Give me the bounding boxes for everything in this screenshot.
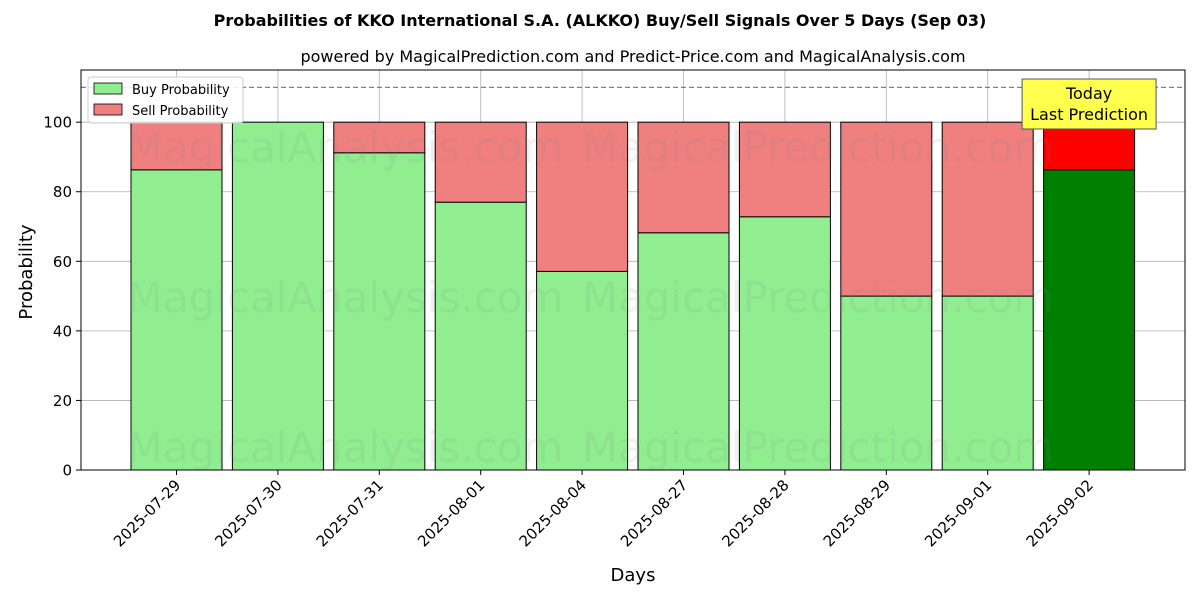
x-tick-label: 2025-08-28 xyxy=(718,476,792,550)
annotation-today: Today xyxy=(1065,84,1112,103)
y-tick-label: 40 xyxy=(53,322,72,340)
buy-bar xyxy=(333,152,426,471)
x-tick-label: 2025-07-29 xyxy=(110,476,184,550)
y-axis-label: Probability xyxy=(16,224,37,319)
legend: Buy Probability Sell Probability xyxy=(87,76,244,124)
annotation-last-prediction: Last Prediction xyxy=(1030,105,1148,124)
x-tick-label: 2025-09-02 xyxy=(1023,476,1097,550)
watermark-text: MagicalAnalysis.com xyxy=(127,123,564,172)
x-tick-label: 2025-08-01 xyxy=(414,476,488,550)
x-axis: 2025-07-29 2025-07-30 2025-07-31 2025-08-01… xyxy=(110,470,1097,550)
sell-bar xyxy=(333,121,426,154)
buy-bar xyxy=(637,232,730,471)
x-tick-label: 2025-08-04 xyxy=(516,476,590,550)
legend-buy-swatch xyxy=(93,82,123,95)
legend-box xyxy=(87,76,244,124)
today-annotation: Today Last Prediction xyxy=(1021,78,1157,130)
sell-bar xyxy=(840,121,933,297)
x-tick-label: 2025-09-01 xyxy=(921,476,995,550)
legend-buy-label: Buy Probability xyxy=(132,83,230,98)
sell-bar xyxy=(536,121,629,272)
sell-bar xyxy=(434,121,527,203)
y-tick-label: 80 xyxy=(53,183,72,201)
watermark-text: MagicalPrediction.com xyxy=(582,423,1055,472)
chart-title: Probabilities of KKO International S.A. … xyxy=(214,11,987,30)
y-axis: 0 20 40 60 80 100 xyxy=(43,114,81,480)
y-tick-label: 0 xyxy=(62,462,72,480)
watermark-text: MagicalAnalysis.com xyxy=(127,273,564,322)
legend-sell-swatch xyxy=(93,103,123,116)
x-tick-label: 2025-08-29 xyxy=(820,476,894,550)
watermarks: MagicalAnalysis.com MagicalPrediction.com… xyxy=(127,123,1055,472)
buy-bar xyxy=(1043,169,1136,471)
x-tick-label: 2025-07-30 xyxy=(211,476,285,550)
buy-bar xyxy=(840,295,933,471)
y-tick-label: 60 xyxy=(53,253,72,271)
x-tick-label: 2025-07-31 xyxy=(313,476,387,550)
plot-frame xyxy=(80,69,1186,471)
legend-sell-label: Sell Probability xyxy=(132,104,229,119)
sell-bar xyxy=(738,121,831,218)
y-tick-label: 20 xyxy=(53,392,72,410)
x-axis-label: Days xyxy=(611,565,656,586)
buy-bar xyxy=(434,201,527,471)
sell-bar xyxy=(941,121,1034,297)
bars xyxy=(130,121,1136,471)
annotation-box xyxy=(1021,78,1157,130)
watermark-text: MagicalPrediction.com xyxy=(582,123,1055,172)
sell-bar xyxy=(637,121,730,234)
watermark-text: MagicalAnalysis.com xyxy=(127,423,564,472)
buy-bar xyxy=(738,216,831,471)
sell-bar xyxy=(130,121,223,171)
buy-bar xyxy=(941,295,1034,471)
sell-bar xyxy=(1043,121,1136,171)
x-tick-label: 2025-08-27 xyxy=(617,476,691,550)
watermark-text: MagicalPrediction.com xyxy=(582,273,1055,322)
y-tick-label: 100 xyxy=(43,114,72,132)
buy-bar xyxy=(130,169,223,471)
chart-subtitle: powered by MagicalPrediction.com and Pre… xyxy=(300,47,965,66)
